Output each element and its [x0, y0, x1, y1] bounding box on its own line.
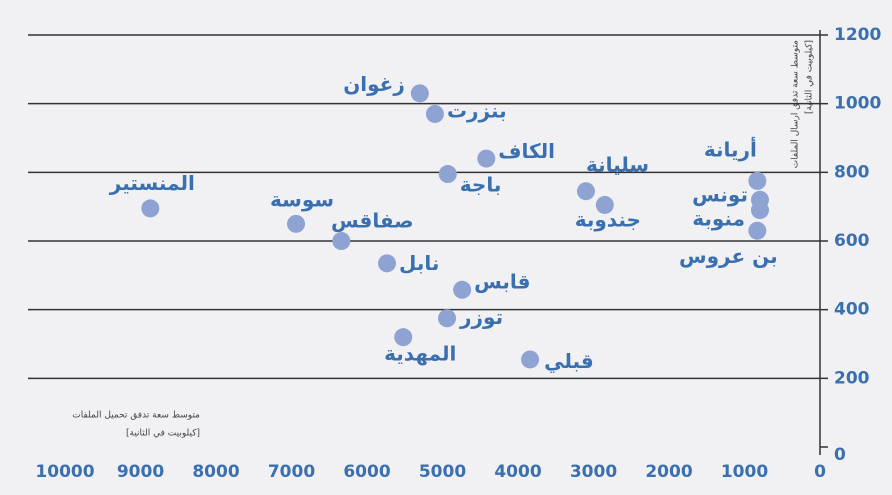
point-label: جندوبة [575, 207, 641, 231]
x-tick-label: 2000 [645, 462, 692, 482]
point [425, 104, 444, 123]
point-label: الكاف [498, 139, 555, 163]
point [332, 232, 351, 250]
y-tick-label: 800 [834, 162, 870, 182]
x-tick-label: 6000 [343, 462, 390, 482]
x-axis-label: متوسط سعة تدفق تحميل الملفات [72, 411, 200, 421]
point-label: زغوان [343, 72, 405, 96]
y-axis-label: [كيلوبيت في الثانية] [805, 40, 815, 114]
point-label: نابل [399, 251, 439, 275]
point-label: باجة [460, 173, 502, 197]
point [595, 195, 614, 214]
x-tick-label: 4000 [494, 462, 541, 482]
point [394, 328, 413, 347]
point-label: المنستير [109, 171, 195, 195]
x-tick-label: 8000 [192, 462, 239, 482]
point [477, 149, 496, 168]
x-axis-label: [كيلوبيت في الثانية] [126, 429, 200, 439]
point [748, 221, 767, 240]
point-label: المهدية [384, 342, 456, 366]
x-tick-label: 1000 [721, 462, 768, 482]
y-tick-label: 400 [834, 300, 870, 320]
point [378, 254, 397, 273]
x-tick-label: 10000 [35, 462, 94, 482]
point [748, 171, 767, 190]
point-label: سوسة [270, 187, 334, 211]
point-label: قبلي [544, 349, 594, 374]
point [453, 280, 472, 299]
point [521, 350, 540, 369]
point [141, 199, 160, 218]
y-tick-label: 0 [834, 445, 846, 465]
point-label: تونس [692, 182, 748, 206]
point [438, 309, 457, 328]
y-tick-label: 1200 [834, 25, 881, 45]
y-tick-label: 200 [834, 368, 870, 388]
point-label: صفاقس [331, 209, 414, 233]
x-tick-label: 3000 [570, 462, 617, 482]
point-label: قابس [474, 269, 530, 293]
y-tick-label: 600 [834, 231, 870, 251]
x-tick-label: 5000 [419, 462, 466, 482]
point-label: منوبة [692, 207, 745, 231]
x-tick-label: 0 [814, 462, 826, 482]
y-tick-label: 1000 [834, 94, 881, 114]
point [750, 201, 769, 220]
point-label: بنزرت [447, 98, 507, 122]
point-label: سليانة [586, 153, 649, 177]
point-label: أريانة [704, 135, 757, 161]
point-label: بن عروس [679, 244, 778, 268]
x-tick-label: 9000 [117, 462, 164, 482]
point [438, 165, 457, 184]
x-tick-label: 7000 [268, 462, 315, 482]
point [576, 182, 595, 201]
point [410, 84, 429, 103]
point [287, 214, 306, 233]
point-label: توزر [459, 305, 503, 329]
